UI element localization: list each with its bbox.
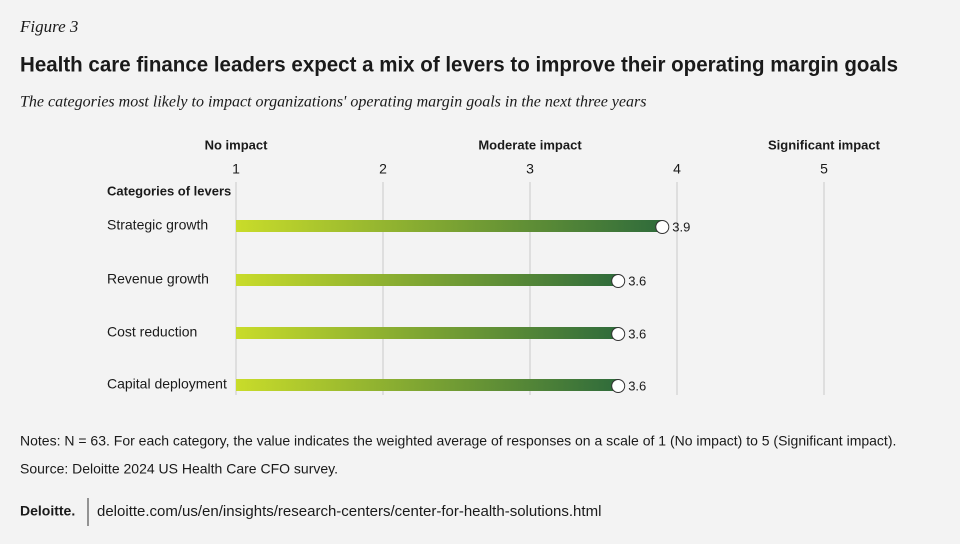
value-label: 3.6	[628, 326, 646, 341]
notes: Notes: N = 63. For each category, the va…	[20, 433, 896, 449]
value-label: 3.9	[672, 219, 690, 234]
bar-end-marker	[611, 379, 626, 393]
bar-end-marker	[611, 327, 626, 341]
x-tick-label: 5	[820, 161, 828, 177]
bar-end-marker	[611, 274, 626, 288]
x-tick-label: 3	[526, 161, 534, 177]
chart-title: Health care finance leaders expect a mix…	[20, 54, 898, 77]
footer-url: deloitte.com/us/en/insights/research-cen…	[97, 503, 601, 520]
x-tick-label: 1	[232, 161, 240, 177]
bar	[236, 274, 619, 286]
brand: Deloitte.	[20, 503, 75, 519]
y-tick-label: Cost reduction	[107, 324, 197, 340]
bar	[236, 379, 619, 391]
figure-label: Figure 3	[19, 17, 78, 36]
scale-label: Moderate impact	[478, 137, 582, 152]
scale-label: Significant impact	[768, 137, 881, 152]
y-tick-label: Strategic growth	[107, 217, 208, 233]
bar	[236, 220, 663, 232]
x-tick-label: 2	[379, 161, 387, 177]
chart-subtitle: The categories most likely to impact org…	[20, 94, 646, 111]
source: Source: Deloitte 2024 US Health Care CFO…	[20, 461, 338, 477]
category-axis-label: Categories of levers	[107, 183, 231, 198]
bar-end-marker	[655, 220, 670, 234]
y-tick-label: Revenue growth	[107, 271, 209, 287]
bar	[236, 327, 619, 339]
value-label: 3.6	[628, 273, 646, 288]
value-label: 3.6	[628, 378, 646, 393]
scale-label: No impact	[205, 137, 269, 152]
y-tick-label: Capital deployment	[107, 376, 227, 392]
x-tick-label: 4	[673, 161, 681, 177]
